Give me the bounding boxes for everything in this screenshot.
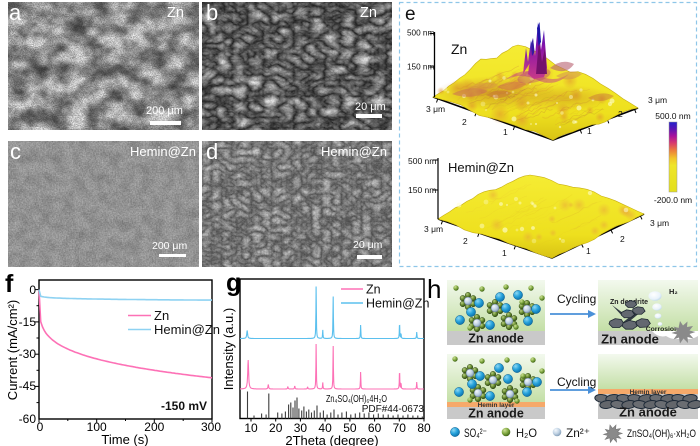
- svg-text:1: 1: [587, 126, 592, 136]
- svg-text:500 nm: 500 nm: [407, 29, 434, 38]
- svg-text:40: 40: [318, 421, 332, 435]
- svg-text:Zn: Zn: [366, 283, 381, 297]
- svg-text:Corrosion: Corrosion: [646, 326, 678, 333]
- svg-text:150 nm: 150 nm: [408, 185, 436, 195]
- svg-text:1: 1: [503, 127, 508, 137]
- svg-text:Hemin@Zn: Hemin@Zn: [366, 297, 429, 311]
- svg-text:2: 2: [620, 234, 625, 244]
- svg-text:60: 60: [368, 421, 382, 435]
- svg-text:Cycling: Cycling: [557, 292, 596, 306]
- svg-text:80: 80: [417, 421, 431, 435]
- svg-text:-15: -15: [19, 315, 37, 329]
- svg-text:0: 0: [29, 283, 36, 297]
- svg-text:g: g: [226, 269, 241, 297]
- svg-text:e: e: [405, 4, 416, 25]
- svg-text:500.0 nm: 500.0 nm: [655, 111, 690, 121]
- svg-text:Zn: Zn: [154, 308, 169, 323]
- svg-text:-30: -30: [19, 347, 37, 361]
- svg-text:70: 70: [393, 421, 407, 435]
- svg-text:H₂O: H₂O: [516, 426, 537, 440]
- svg-text:-150 mV: -150 mV: [161, 399, 207, 413]
- svg-text:ZnSO₄(OH)₆·xH₂O: ZnSO₄(OH)₆·xH₂O: [627, 428, 696, 440]
- svg-text:3 μm: 3 μm: [650, 218, 669, 228]
- svg-text:1: 1: [502, 248, 507, 258]
- svg-text:300: 300: [201, 420, 221, 434]
- svg-text:Hemin layer: Hemin layer: [478, 402, 515, 409]
- svg-text:Zn₄SO₄(OH)₆4H₂O: Zn₄SO₄(OH)₆4H₂O: [326, 394, 387, 405]
- svg-text:2: 2: [618, 109, 623, 119]
- svg-text:Intensity (a.u.): Intensity (a.u.): [221, 308, 236, 390]
- svg-text:50: 50: [343, 421, 357, 435]
- svg-text:2: 2: [462, 117, 467, 127]
- svg-text:Zn anode: Zn anode: [468, 407, 524, 421]
- svg-text:Time (s): Time (s): [101, 432, 148, 446]
- svg-text:1: 1: [586, 246, 591, 256]
- svg-text:Zn anode: Zn anode: [619, 405, 677, 420]
- svg-text:0: 0: [37, 420, 44, 434]
- svg-text:Cycling: Cycling: [557, 375, 596, 389]
- svg-text:H₂: H₂: [669, 287, 678, 296]
- svg-text:500 nm: 500 nm: [408, 156, 436, 166]
- svg-text:Hemin layer: Hemin layer: [630, 389, 667, 396]
- svg-text:3 μm: 3 μm: [424, 224, 443, 234]
- svg-text:150 nm: 150 nm: [407, 63, 434, 72]
- svg-text:-45: -45: [19, 379, 37, 393]
- svg-text:Zn: Zn: [451, 41, 467, 57]
- svg-text:PDF#44-0673: PDF#44-0673: [362, 404, 425, 415]
- svg-text:Hemin@Zn: Hemin@Zn: [448, 160, 514, 175]
- svg-text:3 μm: 3 μm: [648, 95, 667, 105]
- svg-text:Zn²⁺: Zn²⁺: [566, 426, 590, 440]
- svg-text:Current (mA/cm²): Current (mA/cm²): [5, 300, 20, 400]
- svg-text:h: h: [427, 274, 441, 304]
- svg-text:Zn anode: Zn anode: [601, 332, 659, 347]
- svg-text:-200.0 nm: -200.0 nm: [654, 195, 692, 205]
- svg-text:Zn anode: Zn anode: [468, 332, 524, 346]
- svg-text:20: 20: [269, 421, 283, 435]
- svg-text:2: 2: [463, 236, 468, 246]
- svg-text:30: 30: [294, 421, 308, 435]
- svg-text:2Theta (degree): 2Theta (degree): [285, 433, 378, 446]
- svg-text:100: 100: [87, 420, 107, 434]
- svg-text:f: f: [5, 270, 14, 298]
- svg-text:200: 200: [144, 420, 164, 434]
- svg-text:-60: -60: [19, 412, 37, 426]
- svg-text:Hemin@Zn: Hemin@Zn: [154, 322, 220, 337]
- svg-text:10: 10: [244, 421, 258, 435]
- svg-text:3 μm: 3 μm: [426, 104, 445, 114]
- svg-text:SO₄²⁻: SO₄²⁻: [464, 426, 487, 440]
